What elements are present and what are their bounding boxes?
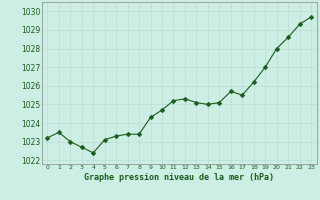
X-axis label: Graphe pression niveau de la mer (hPa): Graphe pression niveau de la mer (hPa) bbox=[84, 173, 274, 182]
